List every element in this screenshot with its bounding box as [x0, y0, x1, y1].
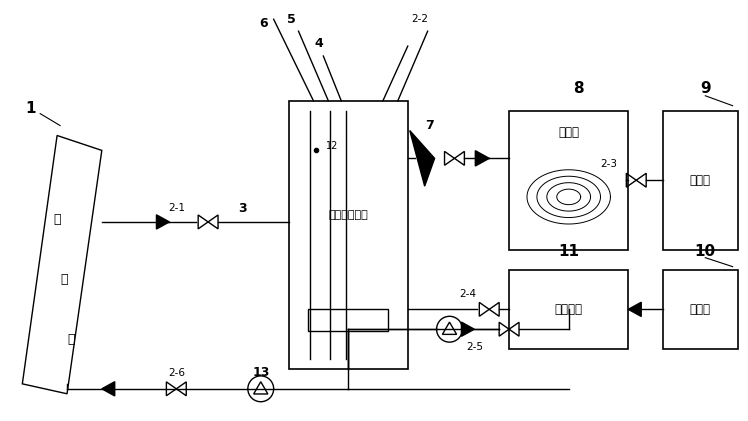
Text: 12: 12: [326, 141, 339, 152]
Bar: [663, 111, 738, 250]
Text: 热: 热: [61, 273, 68, 286]
Text: 3: 3: [239, 202, 247, 215]
Text: 7: 7: [426, 119, 434, 132]
Text: 9: 9: [700, 81, 711, 96]
Polygon shape: [628, 302, 641, 317]
Text: 燭浓盐水: 燭浓盐水: [555, 303, 583, 316]
Text: 集: 集: [53, 213, 61, 226]
Text: 冷凝管: 冷凝管: [558, 126, 579, 139]
Text: 10: 10: [695, 244, 716, 259]
Polygon shape: [475, 151, 489, 166]
Text: 1: 1: [25, 101, 36, 116]
Polygon shape: [462, 322, 474, 336]
Text: 11: 11: [558, 244, 579, 259]
Bar: [509, 269, 628, 349]
Text: 13: 13: [252, 366, 269, 379]
Text: 淡水池: 淡水池: [690, 174, 711, 187]
Text: 器: 器: [67, 333, 75, 346]
Text: 2-3: 2-3: [600, 159, 617, 169]
Text: 6: 6: [260, 17, 268, 30]
Text: 8: 8: [573, 81, 584, 96]
Text: 2-6: 2-6: [168, 368, 185, 378]
Bar: [509, 111, 628, 250]
Text: 2-1: 2-1: [168, 203, 185, 213]
Text: 5: 5: [287, 13, 296, 26]
Polygon shape: [156, 215, 169, 229]
Bar: [308, 309, 388, 331]
Text: 盐水池: 盐水池: [690, 303, 711, 316]
Bar: [663, 269, 738, 349]
Text: 密封透明水桶: 密封透明水桶: [328, 210, 368, 220]
Text: 4: 4: [314, 37, 322, 50]
Text: 2-5: 2-5: [466, 342, 482, 352]
Polygon shape: [102, 382, 114, 396]
Text: 2-2: 2-2: [411, 14, 428, 24]
Bar: [289, 101, 408, 369]
Text: 2-4: 2-4: [459, 290, 476, 299]
Polygon shape: [410, 131, 435, 186]
